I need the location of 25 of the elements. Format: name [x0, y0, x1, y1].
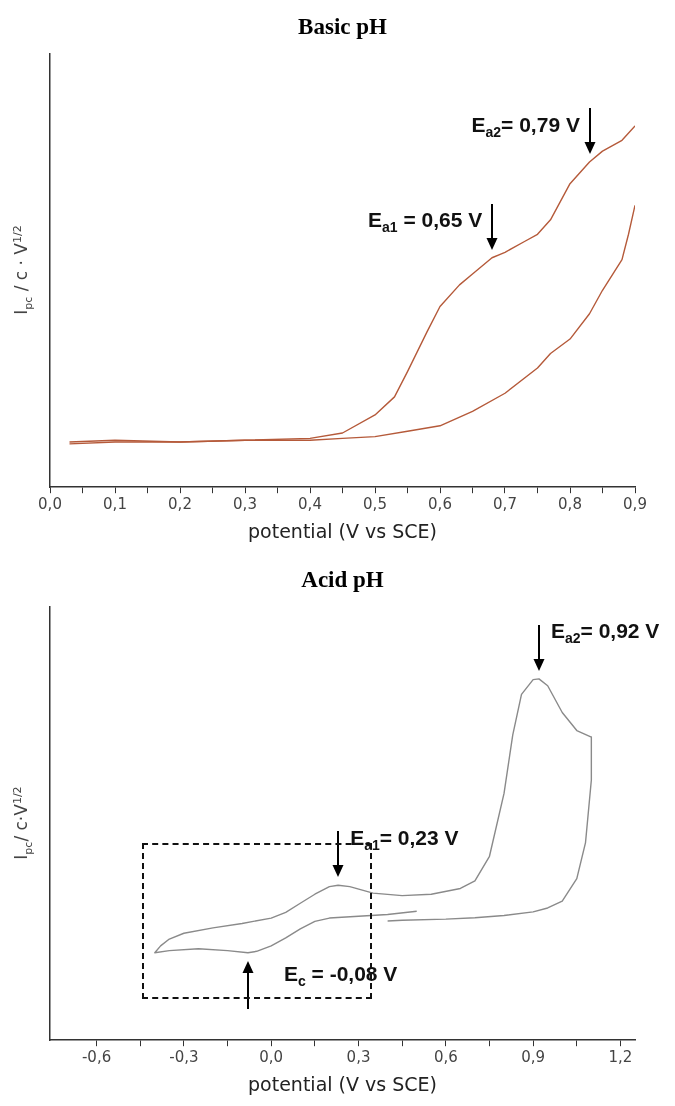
x-tick-label: -0,3	[169, 1048, 199, 1067]
x-tick-label: 0,4	[298, 495, 322, 514]
x-tick-label: 0,2	[168, 495, 192, 514]
x-tick-label: 0,5	[363, 495, 387, 514]
x-tick-label: 0,7	[493, 495, 517, 514]
x-tick-label: 1,2	[608, 1048, 633, 1067]
x-axis-title: potential (V vs SCE)	[248, 1072, 437, 1095]
x-tick-label: 0,6	[433, 1048, 458, 1067]
x-tick-label: 0,8	[558, 495, 582, 514]
x-tick-label: 0,3	[346, 1048, 371, 1067]
x-tick-label: 0,9	[521, 1048, 546, 1067]
x-tick-label: 0,0	[38, 495, 62, 514]
x-tick-label: 0,1	[103, 495, 127, 514]
annotation: E$_{a2}$= 0,79 V	[471, 112, 580, 140]
x-tick-label: 0,0	[259, 1048, 284, 1067]
annotation: E$_{c}$ = -0,08 V	[283, 961, 398, 989]
x-tick-label: 0,6	[428, 495, 452, 514]
x-tick-label: 0,3	[233, 495, 257, 514]
x-tick-label: -0,6	[81, 1048, 112, 1067]
chart-title: Basic pH	[298, 13, 388, 39]
x-tick-label: 0,9	[623, 495, 647, 514]
chart-title: Acid pH	[301, 566, 384, 592]
annotation: E$_{a2}$= 0,92 V	[550, 619, 660, 647]
annotation: E$_{a1}$ = 0,65 V	[368, 208, 483, 236]
x-axis-title: potential (V vs SCE)	[248, 519, 437, 542]
